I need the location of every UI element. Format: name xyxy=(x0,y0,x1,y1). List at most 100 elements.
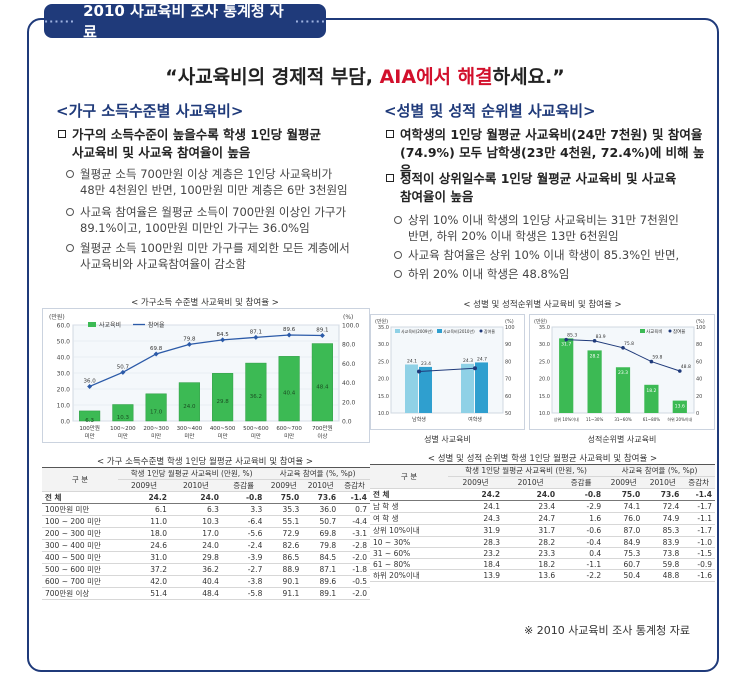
x-tick-label: 여학생 xyxy=(468,416,482,423)
table-cell: 11.0 xyxy=(118,515,170,528)
table-cell: -3.8 xyxy=(221,575,266,588)
left-bullet-line1: 가구의 소득수준이 높을수록 학생 1인당 월평균 xyxy=(72,127,321,142)
legend-swatch-line xyxy=(479,329,483,333)
right-bullet-1-line1: 여학생의 1인당 월평균 사교육비(24만 7천원) 및 참여율 xyxy=(400,127,703,142)
table-cell: -1.8 xyxy=(339,563,370,576)
table-cell: 18.0 xyxy=(118,527,170,540)
table-cell: 24.1 xyxy=(448,500,504,513)
right-sub-1-line1: 상위 10% 이내 학생의 1인당 사교육비는 31만 7천원인 xyxy=(408,213,679,227)
circle-bullet-icon xyxy=(394,270,402,278)
table-cell: 82.6 xyxy=(265,539,303,552)
left-sub-3-line2: 사교육비와 사교육참여율이 감소함 xyxy=(80,257,247,271)
line-point xyxy=(417,369,421,374)
square-bullet-icon xyxy=(386,174,394,182)
y2-tick-label: 100.0 xyxy=(342,323,359,330)
y2-tick-label: 50 xyxy=(505,411,511,417)
x-tick-label: 500~600 xyxy=(243,426,269,432)
table-cell: -0.8 xyxy=(558,488,605,501)
table-subheader: 2009년 xyxy=(265,479,303,492)
participation-line xyxy=(418,367,476,373)
table-row: 전 체 24.2 24.0 -0.8 75.0 73.6 -1.4 xyxy=(42,491,370,504)
table-cell: -0.9 xyxy=(682,558,715,570)
legend-label: 사교육비(2010년) xyxy=(443,328,475,334)
table-row: 200 ~ 300 미만 18.0 17.0 -5.6 72.9 69.8 -3.1 xyxy=(42,527,370,540)
table-cell: 37.2 xyxy=(118,563,170,576)
bar xyxy=(559,338,574,413)
y2-tick-label: 40.0 xyxy=(342,380,356,387)
y-tick-label: 40.0 xyxy=(57,355,71,362)
bar xyxy=(644,384,659,413)
line-point xyxy=(186,341,192,347)
gender-chart: 10.0 15.0 20.0 25.0 30.0 35.0 50 60 70 80 90 100 (만원… xyxy=(370,314,525,430)
x-tick-label: 700만원 xyxy=(312,424,333,432)
bar-value-label: 40.4 xyxy=(283,391,296,397)
table-cell: 48.4 xyxy=(169,587,222,600)
bar xyxy=(79,410,101,422)
y2-axis-label: (%) xyxy=(505,319,514,325)
table-row: 31 ~ 60% 23.2 23.3 0.4 75.3 73.8 -1.5 xyxy=(370,547,715,559)
table-row-label: 500 ~ 600 미만 xyxy=(42,563,118,576)
table-cell: -1.7 xyxy=(682,524,715,537)
table-cell: 76.0 xyxy=(604,512,644,525)
bar-value-label: 28.2 xyxy=(590,353,600,359)
table-row: 300 ~ 400 미만 24.6 24.0 -2.4 82.6 79.8 -2.8 xyxy=(42,539,370,552)
bar xyxy=(475,362,488,413)
y2-tick-label: 60 xyxy=(696,359,702,365)
table-cell: 72.4 xyxy=(643,500,683,513)
y-tick-label: 35.0 xyxy=(539,325,550,331)
table-row-label: 남 학 생 xyxy=(370,500,448,513)
bar xyxy=(615,367,631,413)
table-cell: 28.2 xyxy=(503,536,559,548)
table-subheader: 증감차 xyxy=(339,479,370,492)
y-tick-label: 0.0 xyxy=(60,419,70,426)
bar-value-label: 29.8 xyxy=(217,399,230,405)
table-cell: 50.7 xyxy=(302,515,340,528)
table-cell: 51.4 xyxy=(118,587,170,600)
bar-value-label: 24.3 xyxy=(463,358,473,364)
y-tick-label: 35.0 xyxy=(378,325,389,331)
table-cell: 87.0 xyxy=(604,524,644,537)
legend-label: 참여율 xyxy=(673,328,685,335)
section-title: 2010 사교육비 조사 통계청 자료 xyxy=(83,2,284,41)
y2-tick-label: 80 xyxy=(505,359,511,365)
table-row-label: 400 ~ 500 미만 xyxy=(42,551,118,564)
bar xyxy=(178,382,200,422)
table-row: 100 ~ 200 미만 11.0 10.3 -6.4 55.1 50.7 -4.4 xyxy=(42,515,370,528)
left-sub-2: 사교육 참여율은 월평균 소득이 700만원 이상인 가구가 89.1%이고, … xyxy=(66,204,386,236)
y2-axis-label: (%) xyxy=(343,314,353,321)
right-bullet-1-line2: (74.9%) 모두 남학생(23만 4천원, 72.4%)에 비해 높음 xyxy=(400,145,705,178)
x-tick-label: 미만 xyxy=(118,432,128,440)
y2-axis-label: (%) xyxy=(696,319,705,325)
x-tick-label: 미만 xyxy=(151,432,161,440)
right-chart-caption: < 성별 및 성적순위별 사교육비 및 참여율 > xyxy=(463,300,622,310)
left-chart-caption: < 가구소득 수준별 사교육비 및 참여율 > xyxy=(131,298,279,308)
table-subheader: 증감률 xyxy=(221,479,266,492)
bar-value-label: 18.2 xyxy=(646,388,656,394)
y2-tick-label: 60 xyxy=(505,394,511,400)
table-cell: 42.0 xyxy=(118,575,170,588)
line-value-label: 85.3 xyxy=(567,333,577,339)
left-sub-2-line2: 89.1%이고, 100만원 미만인 가구는 36.0%임 xyxy=(80,221,310,235)
table-subheader: 2009년 xyxy=(448,476,504,489)
y2-tick-label: 80.0 xyxy=(342,342,356,349)
y2-tick-label: 90 xyxy=(505,342,511,348)
table-cell: 0.4 xyxy=(558,547,605,559)
line-point xyxy=(253,334,259,340)
line-point xyxy=(220,337,226,343)
table-cell: 73.6 xyxy=(302,491,340,504)
y-tick-label: 20.0 xyxy=(378,377,389,383)
table-cell: -3.9 xyxy=(221,551,266,564)
bar-value-label: 24.0 xyxy=(183,404,196,410)
bar xyxy=(419,366,432,413)
table-cell: -2.2 xyxy=(558,569,605,582)
line-value-label: 83.9 xyxy=(596,334,606,340)
bar-value-label: 23.3 xyxy=(618,370,628,376)
left-section-title: <가구 소득수준별 사교육비> xyxy=(56,102,244,120)
table-row-label: 700만원 이상 xyxy=(42,587,118,600)
table-cell: 31.0 xyxy=(118,551,170,564)
line-point xyxy=(592,339,597,343)
table-cell: 84.5 xyxy=(302,551,340,564)
y-tick-label: 10.0 xyxy=(57,403,71,410)
table-cell: 6.1 xyxy=(118,503,170,516)
table-row-label: 600 ~ 700 미만 xyxy=(42,575,118,588)
